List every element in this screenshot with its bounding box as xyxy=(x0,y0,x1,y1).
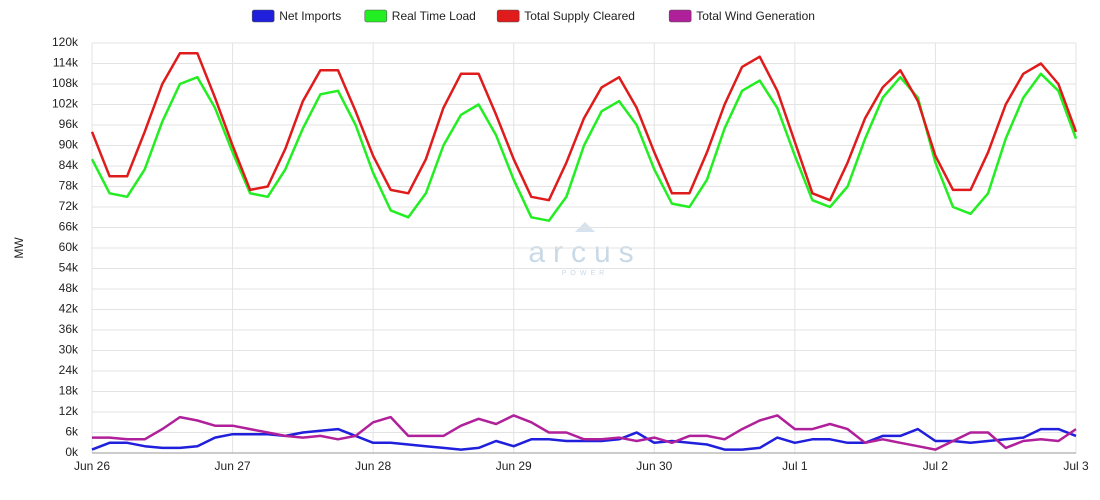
y-tick-label: 30k xyxy=(59,343,79,357)
y-tick-label: 120k xyxy=(52,35,79,49)
series-line xyxy=(91,427,1077,451)
legend-label: Real Time Load xyxy=(392,9,476,23)
y-tick-label: 42k xyxy=(59,302,79,316)
y-axis-label: MW xyxy=(12,237,26,259)
legend-swatch xyxy=(251,9,275,23)
y-tick-label: 0k xyxy=(65,445,79,459)
y-tick-label: 102k xyxy=(52,97,79,111)
y-tick-label: 72k xyxy=(59,199,79,213)
legend-swatch xyxy=(668,9,692,23)
y-tick-label: 108k xyxy=(52,76,79,90)
y-tick-label: 66k xyxy=(59,220,79,234)
y-tick-label: 36k xyxy=(59,322,79,336)
x-tick-label: Jun 29 xyxy=(496,459,532,473)
y-tick-label: 54k xyxy=(59,261,79,275)
y-tick-label: 90k xyxy=(59,138,79,152)
y-tick-label: 48k xyxy=(59,281,79,295)
y-tick-label: 96k xyxy=(59,117,79,131)
x-tick-label: Jul 1 xyxy=(782,459,808,473)
y-tick-label: 78k xyxy=(59,179,79,193)
x-tick-label: Jun 28 xyxy=(355,459,391,473)
x-tick-label: Jul 3 xyxy=(1063,459,1089,473)
series-line xyxy=(92,414,1077,451)
x-tick-label: Jul 2 xyxy=(923,459,949,473)
y-tick-label: 60k xyxy=(59,240,79,254)
watermark-sub: POWER xyxy=(562,270,608,277)
x-tick-label: Jun 30 xyxy=(636,459,672,473)
series-line xyxy=(90,52,1078,202)
legend-label: Total Supply Cleared xyxy=(524,9,635,23)
watermark: arcus xyxy=(528,236,641,269)
legend-swatch xyxy=(496,9,520,23)
y-tick-label: 114k xyxy=(53,56,79,70)
y-tick-label: 18k xyxy=(59,384,79,398)
legend-swatch xyxy=(364,9,388,23)
y-tick-label: 12k xyxy=(59,404,79,418)
x-tick-label: Jun 26 xyxy=(74,459,110,473)
legend-label: Total Wind Generation xyxy=(696,9,815,23)
y-tick-label: 6k xyxy=(65,425,79,439)
y-tick-label: 84k xyxy=(59,158,79,172)
legend-label: Net Imports xyxy=(279,9,341,23)
series-line xyxy=(90,72,1078,222)
y-tick-label: 24k xyxy=(59,363,79,377)
x-tick-label: Jun 27 xyxy=(215,459,251,473)
